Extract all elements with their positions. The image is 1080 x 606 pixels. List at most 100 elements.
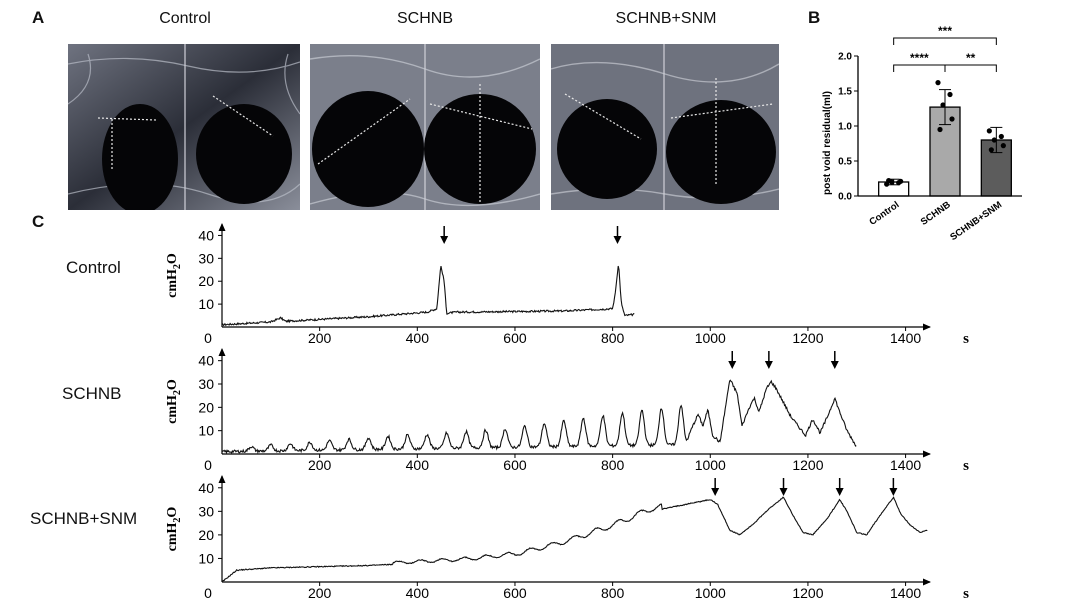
significance-bracket (893, 64, 946, 72)
trace-ylabel: cmH2O (165, 253, 183, 298)
significance-label: ** (966, 51, 976, 65)
trace-ytick-label: 30 (198, 250, 214, 266)
trace-xtick-label: 1000 (695, 457, 726, 470)
bar-chart-ylabel: post void residual(ml) (822, 91, 833, 195)
trace-x-axis-arrowhead (923, 578, 931, 586)
trace-xtick-label: 1000 (695, 585, 726, 598)
trace-xtick-label: 800 (601, 585, 625, 598)
significance-label: *** (938, 24, 952, 38)
trace-xlabel: s (963, 586, 969, 598)
trace-ytick-label: 40 (198, 227, 214, 243)
trace-ytick-label: 30 (198, 503, 214, 519)
row-label-schnb: SCHNB (62, 384, 122, 403)
trace-origin-label: 0 (204, 330, 212, 343)
trace-xtick-label: 200 (308, 585, 332, 598)
trace-xtick-label: 200 (308, 457, 332, 470)
void-arrowhead (440, 236, 449, 244)
void-arrowhead (830, 361, 839, 369)
ultrasound-image-schnb-snm (551, 44, 779, 210)
row-label-control: Control (66, 258, 121, 277)
data-point (991, 137, 997, 143)
trace-y-axis-arrowhead (218, 348, 226, 356)
trace-ytick-label: 20 (198, 273, 214, 289)
panel-b-letter: B (808, 8, 821, 27)
trace-xtick-label: 1400 (890, 585, 921, 598)
trace-ylabel: cmH2O (165, 379, 183, 424)
data-point (986, 128, 992, 134)
trace-xtick-label: 400 (406, 585, 430, 598)
significance-bracket (893, 37, 997, 45)
void-arrowhead (728, 361, 737, 369)
significance-label: **** (910, 51, 929, 65)
trace-xtick-label: 1200 (792, 330, 823, 343)
trace-xtick-label: 1200 (792, 585, 823, 598)
trace-y-axis-arrowhead (218, 223, 226, 231)
trace-xtick-label: 600 (503, 457, 527, 470)
trace-xtick-label: 800 (601, 457, 625, 470)
data-point (940, 102, 946, 108)
trace-xtick-label: 200 (308, 330, 332, 343)
bar-chart-ytick-label: 1.0 (838, 122, 852, 133)
bar-chart-ytick-label: 1.5 (838, 87, 852, 98)
void-arrowhead (764, 361, 773, 369)
trace-xtick-label: 800 (601, 330, 625, 343)
trace-xlabel: s (963, 331, 969, 343)
panel-c-letter: C (32, 212, 45, 231)
trace-x-axis-arrowhead (923, 323, 931, 331)
data-point (947, 91, 953, 98)
data-point (886, 178, 892, 184)
trace-ytick-label: 10 (198, 423, 214, 439)
void-arrowhead (613, 236, 622, 244)
bar-chart-ytick-label: 0.0 (838, 192, 852, 203)
significance-bracket (944, 64, 997, 72)
ultrasound-image-schnb (310, 44, 540, 210)
trace-xtick-label: 400 (406, 330, 430, 343)
panel-a-letter: A (32, 8, 45, 27)
bar-chart-ytick-label: 0.5 (838, 157, 852, 168)
trace-ylabel: cmH2O (165, 507, 183, 552)
trace-origin-label: 0 (204, 457, 212, 470)
trace-xtick-label: 600 (503, 585, 527, 598)
trace-xtick-label: 600 (503, 330, 527, 343)
data-point (949, 116, 955, 122)
void-arrowhead (889, 488, 898, 496)
trace-ytick-label: 20 (198, 527, 214, 543)
data-point (898, 178, 904, 184)
row-label-schnb-snm: SCHNB+SNM (30, 509, 138, 528)
pressure-trace-line (221, 379, 857, 455)
ultrasound-image-control (68, 44, 300, 210)
data-point (937, 126, 943, 133)
trace-xtick-label: 400 (406, 457, 430, 470)
trace-origin-label: 0 (204, 585, 212, 598)
data-point (998, 133, 1004, 140)
trace-ytick-label: 10 (198, 296, 214, 312)
us-title-schnb: SCHNB (396, 10, 453, 27)
data-point (1000, 143, 1006, 149)
trace-xtick-label: 1200 (792, 457, 823, 470)
post-void-residual-chart: post void residual(ml) 0.0 0.5 1.0 1.5 2.0 *… (822, 24, 1022, 243)
trace-xtick-label: 1000 (695, 330, 726, 343)
data-point (988, 147, 994, 153)
void-arrowhead (835, 488, 844, 496)
pressure-trace-line (221, 265, 635, 327)
void-arrowhead (779, 488, 788, 496)
us-title-control: Control (159, 10, 211, 27)
pressure-trace-line (221, 496, 928, 583)
trace-x-axis-arrowhead (923, 450, 931, 458)
trace-ytick-label: 40 (198, 480, 214, 496)
trace-xtick-label: 1400 (890, 330, 921, 343)
trace-ytick-label: 40 (198, 353, 214, 369)
cmg-trace-control: 40 30 20 10 200 400 600 800 1000 1200 1400 0 s cmH2O (165, 223, 969, 343)
trace-ytick-label: 30 (198, 376, 214, 392)
trace-ytick-label: 20 (198, 399, 214, 415)
us-title-schnb-snm: SCHNB+SNM (615, 10, 717, 27)
void-arrowhead (711, 488, 720, 496)
bar-chart-ytick-label: 2.0 (838, 52, 852, 63)
cmg-trace-schnb-snm: 40 30 20 10 200 400 600 800 1000 1200 1400 0 s cmH2O (165, 475, 969, 598)
cmg-trace-schnb: 40 30 20 10 200 400 600 800 1000 1200 1400 0 s cmH2O (165, 348, 969, 470)
trace-xlabel: s (963, 458, 969, 470)
data-point (935, 80, 941, 86)
trace-xtick-label: 1400 (890, 457, 921, 470)
trace-ytick-label: 10 (198, 550, 214, 566)
trace-y-axis-arrowhead (218, 475, 226, 483)
